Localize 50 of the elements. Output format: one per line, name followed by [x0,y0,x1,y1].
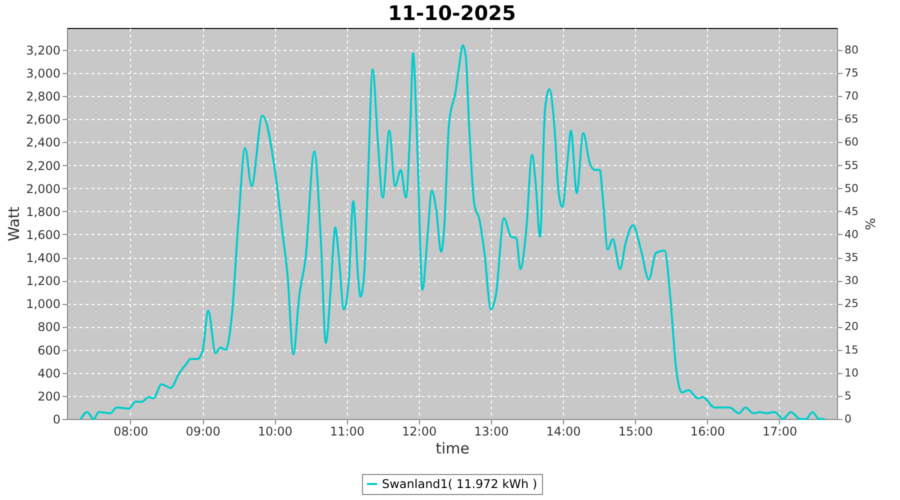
x-tick-label: 09:00 [186,424,220,438]
y-tick-label: 1,800 [26,204,60,219]
y-tick-label: 200 [38,389,60,404]
x-tick-label: 13:00 [474,424,509,438]
y2-tick-label: 5 [844,389,852,402]
y-tick-label: 400 [38,366,60,380]
legend-label: Swanland1( 11.972 kWh ) [382,477,538,491]
y2-tick-label: 75 [844,66,858,80]
y2-tick-label: 15 [844,343,858,356]
y-tick-label: 1,400 [26,251,60,266]
y2-tick-label: 10 [844,366,858,380]
x-tick-label: 15:00 [618,424,653,438]
y-tick-label: 3,000 [26,66,60,80]
line-series [80,44,826,420]
y2-tick-label: 70 [844,90,858,103]
y2-tick-label: 80 [844,43,858,56]
y-tick-label: 2,600 [26,112,60,127]
y2-tick-label: 0 [844,412,852,426]
x-tick-label: 10:00 [258,424,292,438]
y-tick-label: 2,400 [26,136,60,150]
x-tick-label: 14:00 [546,424,581,438]
x-tick-label: 11:00 [330,424,365,438]
y-axis-title: Watt [5,206,24,242]
x-tick-label: 08:00 [114,424,148,438]
y2-tick-label: 40 [844,228,858,241]
y-tick-label: 1,000 [26,297,60,312]
y2-tick-label: 30 [844,274,858,288]
y-tick-label: 2,200 [26,158,60,173]
y2-axis-title: % [861,218,876,230]
y2-tick-label: 45 [844,204,858,218]
y2-tick-label: 25 [844,297,858,310]
x-tick-label: 12:00 [402,424,437,438]
y-tick-label: 800 [38,320,60,334]
y2-tick-label: 50 [844,182,858,195]
chart-title: 11-10-2025 [388,1,516,25]
y2-tick-label: 55 [844,158,858,172]
y2-tick-label: 35 [844,251,858,264]
y2-tick-label: 60 [844,136,858,149]
x-tick-label: 17:00 [762,424,798,438]
y-tick-label: 1,600 [26,228,60,242]
y-tick-label: 1,200 [26,274,60,288]
x-tick-label: 16:00 [690,424,726,438]
y-tick-label: 2,800 [26,90,60,104]
y-tick-label: 0 [52,412,60,426]
y-tick-label: 600 [38,343,60,358]
y2-tick-label: 65 [844,112,858,126]
x-axis-title: time [436,440,470,458]
y-tick-label: 2,000 [26,182,60,196]
y2-tick-label: 20 [844,320,858,334]
y-tick-label: 3,200 [26,43,60,58]
